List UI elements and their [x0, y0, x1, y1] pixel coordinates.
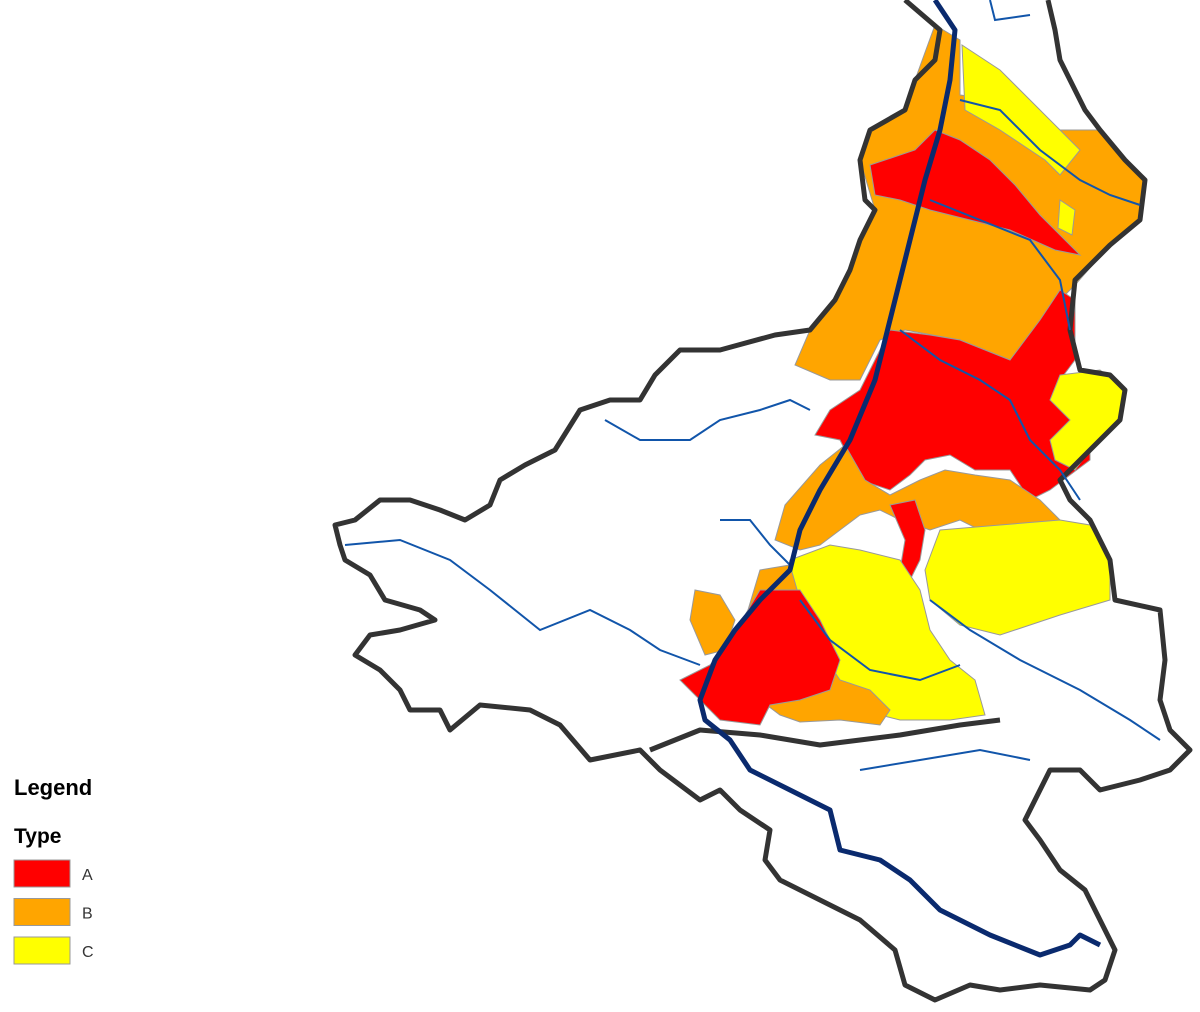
region	[924, 519, 1111, 636]
region	[869, 129, 1082, 256]
legend-swatch	[13, 936, 71, 965]
river	[929, 599, 1161, 741]
legend-title: Legend	[14, 775, 92, 800]
river	[899, 329, 1081, 501]
main-river	[697, 0, 1102, 958]
legend: Legend Type A B C	[13, 775, 94, 965]
region	[961, 44, 1081, 176]
legend-swatch	[13, 898, 71, 926]
legend-label: B	[82, 906, 93, 923]
basin-boundary	[332, 0, 1193, 1003]
rivers	[344, 0, 1161, 771]
region	[1057, 199, 1076, 236]
river	[604, 398, 811, 441]
legend-swatch	[13, 859, 71, 888]
legend-label: C	[82, 944, 94, 961]
river	[989, 0, 1031, 22]
river	[859, 748, 1031, 771]
region	[679, 589, 841, 726]
river	[959, 99, 1141, 206]
legend-label: A	[82, 867, 93, 884]
sub-boundary	[649, 717, 1001, 753]
river	[344, 538, 701, 666]
river	[720, 519, 791, 566]
regions	[679, 24, 1146, 726]
river	[799, 599, 961, 682]
river	[929, 199, 1071, 331]
region	[889, 499, 926, 581]
legend-subtitle: Type	[14, 825, 61, 848]
